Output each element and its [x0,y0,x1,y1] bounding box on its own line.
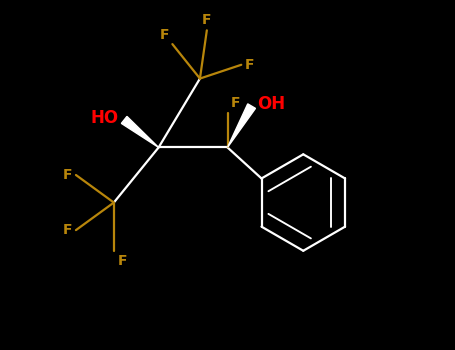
Text: F: F [245,58,254,72]
Text: F: F [159,28,169,42]
Text: HO: HO [91,109,119,127]
Text: F: F [63,168,72,182]
Polygon shape [121,117,159,147]
Text: F: F [117,254,127,268]
Text: F: F [231,96,240,110]
Polygon shape [228,104,255,147]
Text: F: F [202,13,212,27]
Text: F: F [63,223,72,237]
Text: OH: OH [257,96,285,113]
